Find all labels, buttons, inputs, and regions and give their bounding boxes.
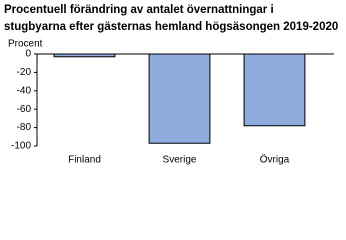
chart-title: stugbyarna efter gästernas hemland högsä… (4, 21, 338, 33)
y-tick-label: -80 (17, 122, 32, 133)
x-tick-label: Övriga (260, 154, 290, 166)
chart-title: Procentuell förändring av antalet överna… (4, 4, 274, 16)
y-axis-label: Procent (8, 39, 43, 50)
x-tick-label: Finland (68, 155, 101, 166)
y-tick-label: -100 (11, 141, 31, 152)
y-tick-label: 0 (25, 49, 31, 60)
x-tick-label: Sverige (163, 155, 197, 166)
y-tick-label: -40 (17, 85, 32, 96)
chart: Procentuell förändring av antalet överna… (4, 4, 338, 166)
y-tick-label: -20 (17, 67, 32, 78)
bar (148, 53, 211, 144)
bar (243, 53, 306, 127)
y-tick-label: -60 (17, 104, 32, 115)
